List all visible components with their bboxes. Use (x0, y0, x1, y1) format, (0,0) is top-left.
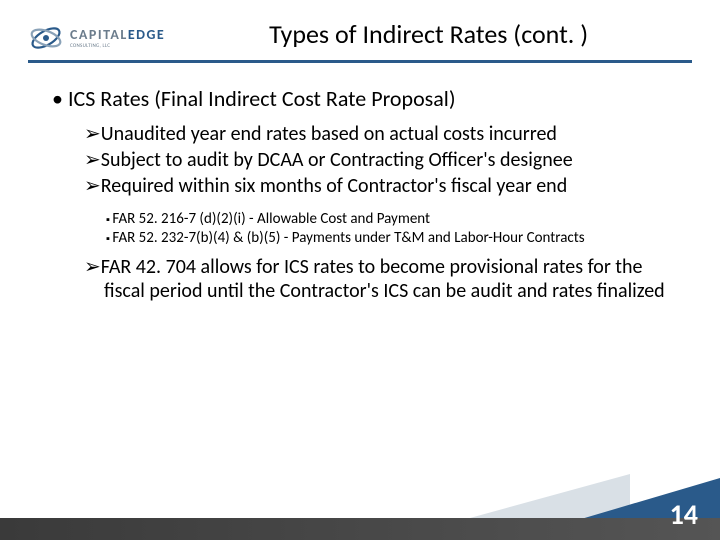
arrow-item: ➢FAR 42. 704 allows for ICS rates to bec… (84, 255, 674, 303)
square-text: FAR 52. 216-7 (d)(2)(i) - Allowable Cost… (112, 210, 430, 228)
main-bullet: • ICS Rates (Final Indirect Cost Rate Pr… (60, 85, 674, 112)
square-item: ▪ FAR 52. 232-7(b)(4) & (b)(5) - Payment… (106, 229, 674, 247)
slide-title: Types of Indirect Rates (cont. ) (165, 18, 692, 50)
arrow-text: FAR 42. 704 allows for ICS rates to beco… (101, 255, 665, 303)
logo-mark-icon (28, 20, 64, 56)
title-wrap: Types of Indirect Rates (cont. ) (165, 18, 692, 56)
logo: CAPITAL EDGE CONSULTING, LLC (28, 20, 165, 56)
arrow-text: Required within six months of Contractor… (101, 174, 567, 198)
content: • ICS Rates (Final Indirect Cost Rate Pr… (0, 63, 720, 303)
arrow-item: ➢Subject to audit by DCAA or Contracting… (84, 148, 674, 172)
arrow-icon: ➢ (84, 123, 101, 145)
arrow-list-2: ➢FAR 42. 704 allows for ICS rates to bec… (84, 255, 674, 303)
page-number: 14 (670, 497, 698, 532)
arrow-icon: ➢ (84, 149, 101, 171)
arrow-text: Unaudited year end rates based on actual… (101, 122, 557, 146)
square-list: ▪ FAR 52. 216-7 (d)(2)(i) - Allowable Co… (106, 210, 674, 247)
square-item: ▪ FAR 52. 216-7 (d)(2)(i) - Allowable Co… (106, 210, 674, 228)
arrow-list-1: ➢Unaudited year end rates based on actua… (84, 122, 674, 198)
arrow-icon: ➢ (84, 175, 101, 197)
logo-word-capital: CAPITAL (70, 28, 128, 42)
square-text: FAR 52. 232-7(b)(4) & (b)(5) - Payments … (112, 229, 584, 247)
arrow-text: Subject to audit by DCAA or Contracting … (101, 148, 573, 172)
logo-text: CAPITAL EDGE CONSULTING, LLC (70, 28, 165, 49)
slide: CAPITAL EDGE CONSULTING, LLC Types of In… (0, 0, 720, 540)
arrow-item: ➢Required within six months of Contracto… (84, 174, 674, 198)
header: CAPITAL EDGE CONSULTING, LLC Types of In… (0, 0, 720, 56)
footer-bar (0, 518, 720, 540)
logo-tagline: CONSULTING, LLC (70, 44, 165, 49)
main-bullet-text: ICS Rates (Final Indirect Cost Rate Prop… (68, 85, 456, 112)
arrow-item: ➢Unaudited year end rates based on actua… (84, 122, 674, 146)
logo-word-edge: EDGE (128, 28, 165, 42)
arrow-icon: ➢ (84, 256, 101, 278)
